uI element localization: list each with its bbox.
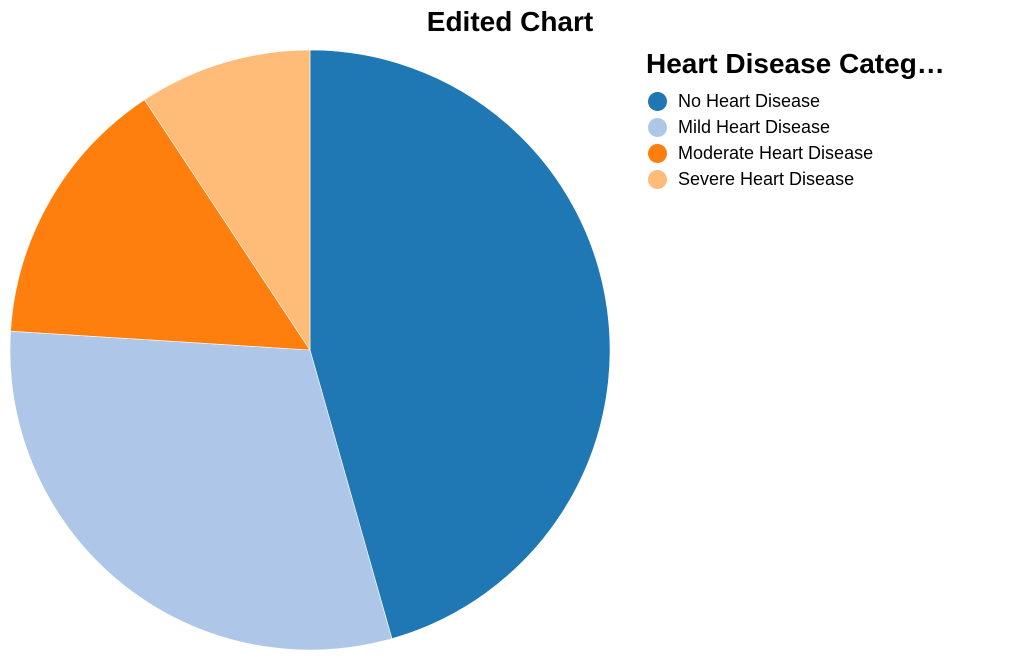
- legend-label: Mild Heart Disease: [678, 116, 831, 137]
- pie-slice-moderate-heart-disease[interactable]: [10, 99, 311, 351]
- pie-slice-severe-heart-disease[interactable]: [144, 49, 311, 351]
- legend-item[interactable]: Mild Heart Disease: [646, 114, 1006, 140]
- legend-swatch: [648, 91, 667, 111]
- chart-title: Edited Chart: [426, 6, 594, 37]
- legend-label: Moderate Heart Disease: [678, 142, 874, 163]
- pie-slice-no-heart-disease[interactable]: [309, 49, 611, 639]
- pie-slice-mild-heart-disease[interactable]: [9, 330, 393, 651]
- legend-swatch: [648, 143, 667, 163]
- legend-label: No Heart Disease: [678, 90, 821, 111]
- pie-chart: [9, 49, 611, 651]
- legend-swatch: [648, 169, 667, 189]
- legend-item[interactable]: No Heart Disease: [646, 88, 1006, 114]
- legend-swatch: [648, 117, 667, 137]
- legend-items: No Heart Disease Mild Heart Disease Modera…: [646, 88, 1006, 192]
- legend-label: Severe Heart Disease: [678, 168, 855, 189]
- legend-title: Heart Disease Categ…: [646, 48, 945, 79]
- legend: Heart Disease Categ… No Heart Disease Mil…: [646, 48, 1006, 192]
- legend-item[interactable]: Moderate Heart Disease: [646, 140, 1006, 166]
- legend-item[interactable]: Severe Heart Disease: [646, 166, 1006, 192]
